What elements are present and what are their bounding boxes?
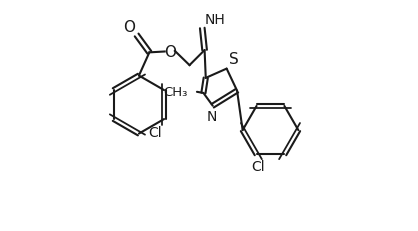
Text: O: O xyxy=(164,45,176,59)
Text: Cl: Cl xyxy=(251,159,265,173)
Text: Cl: Cl xyxy=(148,125,162,139)
Text: N: N xyxy=(206,109,217,123)
Text: NH: NH xyxy=(204,13,225,27)
Text: S: S xyxy=(229,52,239,67)
Text: O: O xyxy=(123,20,135,35)
Text: CH₃: CH₃ xyxy=(163,86,187,99)
